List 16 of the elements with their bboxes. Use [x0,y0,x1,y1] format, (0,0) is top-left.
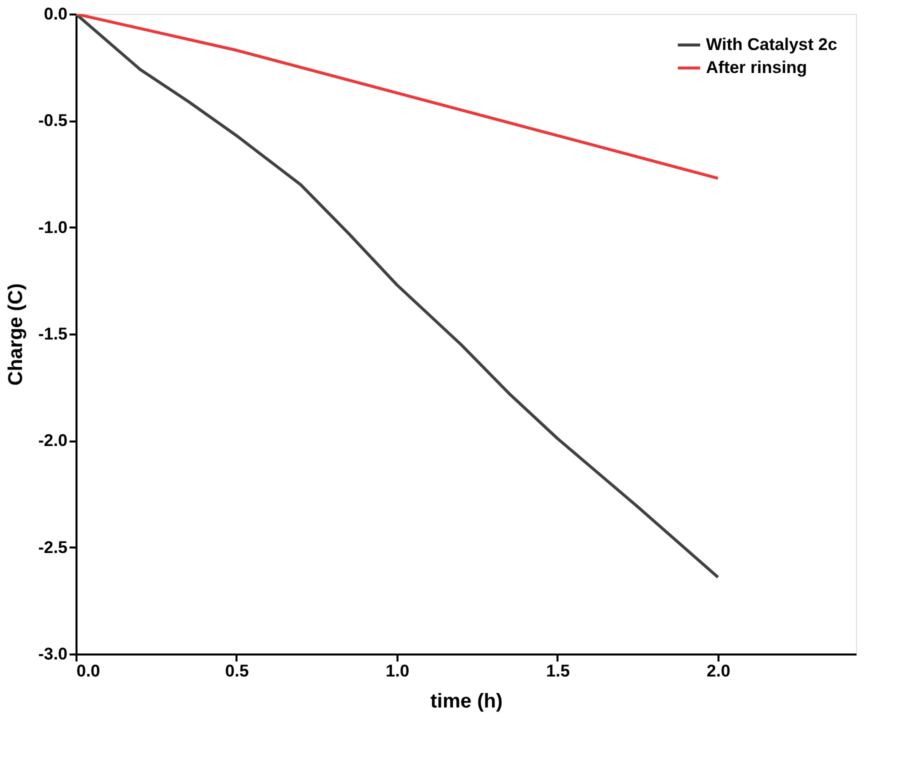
legend-label: After rinsing [706,58,808,77]
y-tick-label: -1.5 [38,324,68,344]
x-tick-label: 0.0 [76,662,100,680]
y-tick-label: -2.0 [38,431,68,450]
x-tick-label: 1.0 [386,662,410,680]
x-tick-label: 0.5 [225,662,249,680]
x-tick-label: 2.0 [706,662,730,680]
y-tick-label: -0.5 [38,111,68,130]
x-axis-title: time (h) [430,690,503,712]
legend-label: With Catalyst 2c [706,35,838,54]
y-tick-label: 0.0 [44,4,68,24]
y-tick-label: -2.5 [38,538,68,557]
x-tick-label: 1.5 [546,662,570,680]
y-axis-title: Charge (C) [5,283,28,386]
y-tick-label: -1.0 [38,218,68,237]
y-tick-label: -3.0 [38,644,68,664]
